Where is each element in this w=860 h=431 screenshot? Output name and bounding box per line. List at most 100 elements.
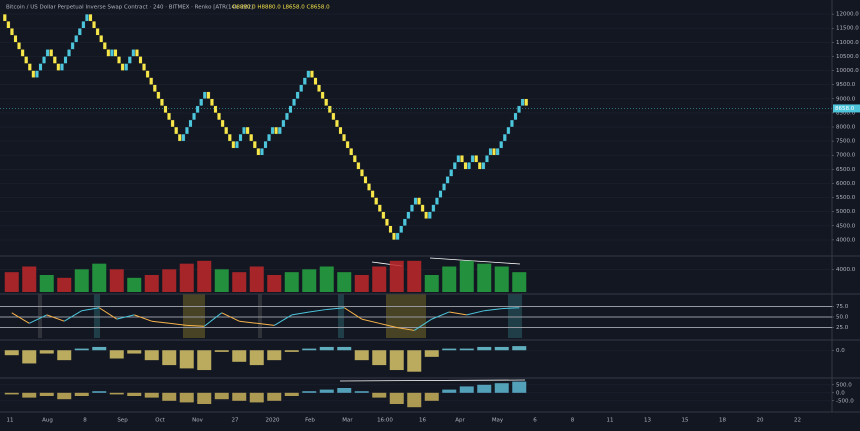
bar: [302, 269, 317, 292]
brick: [367, 183, 372, 191]
y-tick-label: 25.0: [836, 325, 849, 331]
y-tick-label: 5500.0: [836, 195, 856, 201]
line-segment: [361, 318, 380, 324]
line-segment: [203, 312, 223, 327]
zone: [338, 294, 344, 338]
y-tick-label: 12000.0: [836, 12, 859, 18]
brick: [252, 140, 257, 149]
brick: [167, 112, 172, 121]
line-segment: [81, 307, 100, 312]
brick: [502, 133, 507, 142]
brick: [163, 105, 168, 114]
brick: [484, 155, 489, 163]
brick: [242, 126, 247, 135]
bar: [494, 346, 509, 351]
bar: [92, 263, 107, 292]
brick: [152, 84, 157, 92]
brick: [481, 162, 486, 170]
line-segment: [256, 322, 275, 326]
brick: [220, 119, 225, 128]
bar: [22, 350, 37, 364]
bar: [354, 275, 369, 292]
y-tick-label: 8500.0: [836, 110, 856, 116]
brick: [470, 155, 475, 163]
line-segment: [11, 312, 30, 324]
y-tick-label: 7500.0: [836, 139, 856, 145]
bar: [424, 350, 439, 357]
zone: [183, 294, 205, 338]
brick: [77, 28, 82, 36]
bar: [232, 392, 247, 401]
bar: [267, 275, 282, 292]
x-tick-label: 6: [533, 418, 537, 424]
bar: [477, 384, 492, 393]
line-segment: [291, 311, 310, 316]
brick: [388, 225, 393, 234]
line-segment: [466, 310, 485, 316]
brick: [38, 63, 43, 71]
brick: [256, 147, 261, 156]
bar: [459, 386, 474, 393]
brick: [506, 126, 511, 135]
brick: [120, 63, 125, 71]
bar: [162, 269, 177, 292]
zone: [258, 294, 262, 338]
bar: [249, 392, 264, 403]
brick: [399, 225, 404, 234]
bar: [179, 350, 194, 369]
bar: [267, 350, 282, 361]
y-tick-label: 10000.0: [836, 68, 859, 74]
brick: [156, 91, 161, 99]
bar: [459, 348, 474, 351]
bar: [442, 348, 457, 351]
bar: [319, 389, 334, 393]
brick: [245, 126, 250, 135]
x-tick-label: Nov: [192, 418, 203, 424]
y-tick-label: 9500.0: [836, 82, 856, 88]
brick: [474, 155, 479, 163]
brick: [524, 98, 529, 107]
bar: [389, 260, 404, 292]
x-tick-label: 11: [607, 418, 614, 424]
y-tick-label: 75.0: [836, 304, 849, 310]
brick: [127, 56, 132, 64]
y-tick-label: 50.0: [836, 315, 849, 321]
bar: [442, 266, 457, 292]
brick: [159, 98, 164, 107]
brick: [442, 183, 447, 191]
x-tick-label: 11: [7, 418, 14, 424]
brick: [124, 63, 129, 71]
zone: [38, 294, 42, 338]
bar: [22, 266, 37, 292]
bar: [389, 392, 404, 404]
brick: [181, 133, 186, 142]
zone: [508, 294, 522, 338]
brick: [449, 169, 454, 177]
bar: [512, 381, 527, 393]
brick: [492, 147, 497, 156]
bar: [109, 269, 124, 292]
bar: [319, 346, 334, 351]
brick: [363, 176, 368, 184]
bar: [109, 392, 124, 395]
brick: [306, 70, 311, 78]
bar: [319, 266, 334, 292]
brick: [434, 197, 439, 205]
divergence: [429, 257, 521, 265]
brick: [509, 119, 514, 128]
bar: [57, 350, 72, 361]
x-tick-label: Sep: [117, 418, 128, 424]
bar: [92, 391, 107, 393]
brick: [302, 77, 307, 85]
brick: [520, 98, 525, 107]
bar: [337, 388, 352, 393]
zone: [94, 294, 100, 338]
bar: [22, 392, 37, 398]
bar: [214, 392, 229, 400]
y-tick-label: 8000.0: [836, 125, 856, 131]
brick: [92, 20, 97, 29]
bar: [407, 260, 422, 292]
bar: [442, 389, 457, 393]
bar: [74, 348, 89, 351]
chart-title: Bitcoin / US Dollar Perpetual Inverse Sw…: [6, 5, 253, 11]
